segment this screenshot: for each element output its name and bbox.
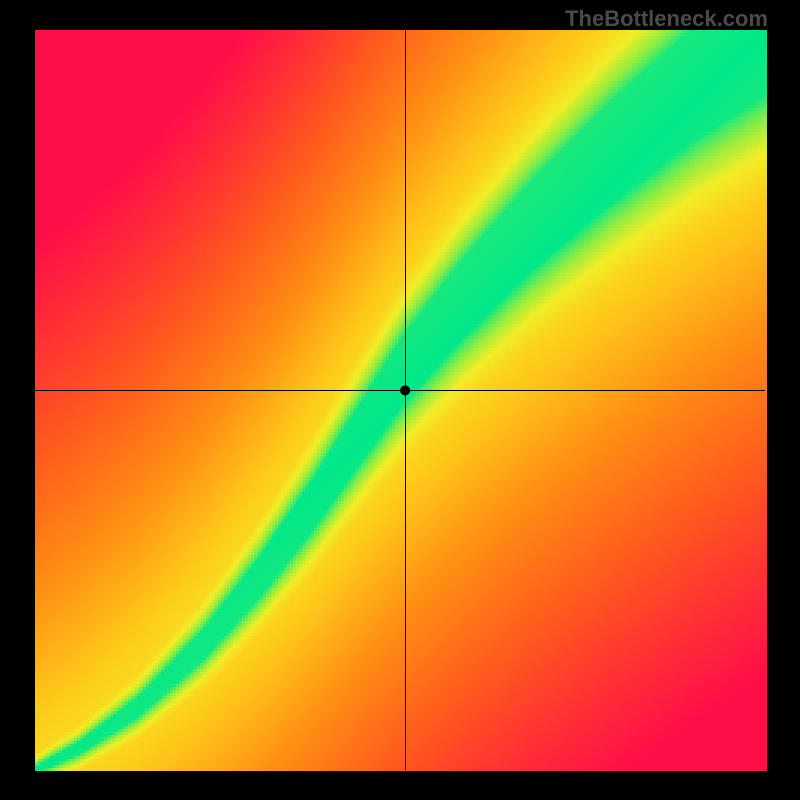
chart-frame: { "watermark": { "text": "TheBottleneck.…	[0, 0, 800, 800]
bottleneck-heatmap	[0, 0, 800, 800]
watermark-text: TheBottleneck.com	[565, 6, 768, 32]
